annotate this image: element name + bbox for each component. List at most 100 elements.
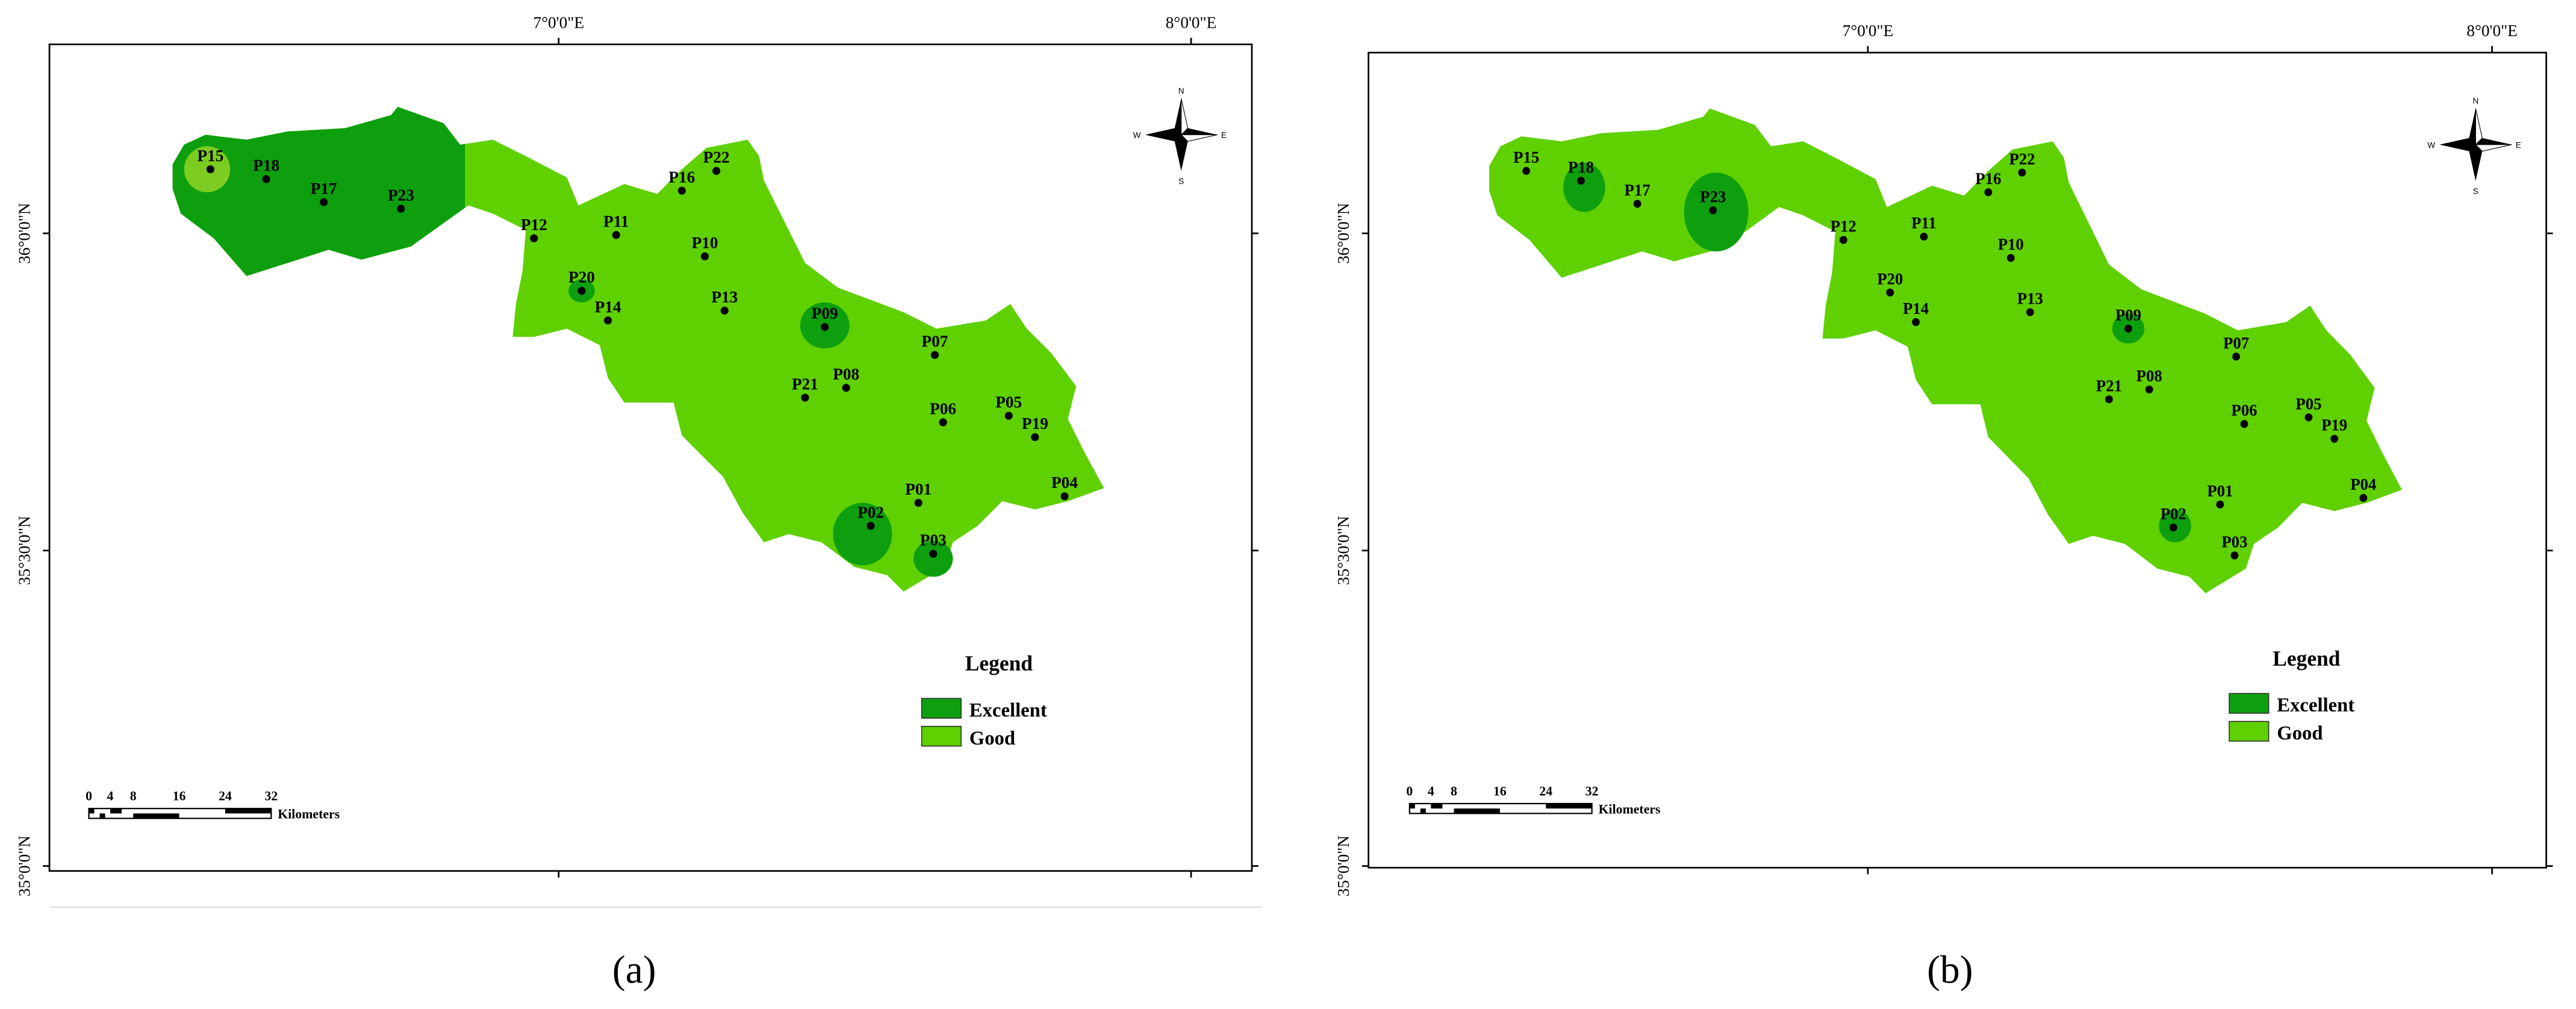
legend-swatch [2229, 720, 2270, 742]
point-label: P10 [1998, 235, 2024, 253]
sample-point [1633, 199, 1641, 208]
compass-label: E [1221, 131, 1227, 140]
point-label: P06 [2232, 401, 2257, 419]
latitude-label: 36°0'0"N [15, 202, 33, 263]
scale-seg [89, 808, 95, 814]
point-label: P13 [2017, 289, 2043, 307]
point-label: P09 [2115, 306, 2141, 324]
compass-star [2475, 144, 2512, 152]
point-label: P02 [857, 503, 884, 521]
sample-point [677, 186, 686, 195]
scale-label: 24 [1539, 784, 1552, 798]
point-label: P22 [703, 148, 730, 166]
scale-unit: Kilometers [278, 807, 340, 822]
point-label: P20 [1877, 270, 1903, 288]
sample-point [1839, 236, 1847, 244]
point-label: P07 [2223, 334, 2249, 352]
compass-label: W [2427, 141, 2435, 150]
scale-label: 4 [1428, 784, 1434, 798]
sample-point [842, 384, 850, 392]
sample-point [2169, 523, 2177, 532]
sample-point [2018, 168, 2026, 176]
point-label: P14 [595, 298, 621, 316]
sample-point [2330, 434, 2339, 443]
sample-point [2006, 254, 2015, 262]
sample-point [262, 175, 270, 183]
legend-swatch [921, 725, 962, 747]
north-arrow: N E S W [2427, 96, 2521, 196]
excellent-zone [833, 502, 892, 566]
scale-label: 24 [219, 789, 232, 804]
legend-title: Legend [2273, 646, 2341, 670]
compass-label: S [1178, 177, 1184, 186]
scale-seg [1409, 803, 1415, 809]
point-label: P05 [2295, 395, 2321, 413]
point-label: P22 [2009, 150, 2035, 168]
point-label: P21 [792, 375, 818, 393]
latitude-label: 35°30'0"N [1334, 516, 1352, 585]
latitude-label: 35°30'0"N [15, 516, 33, 585]
latitude-label: 35°0'0"N [15, 836, 33, 896]
excellent-zone [913, 540, 953, 577]
scale-label: 8 [1451, 784, 1457, 798]
scale-label: 4 [107, 789, 114, 804]
longitude-label: 8°0'0"E [2466, 22, 2518, 40]
latitude-label: 36°0'0"N [1334, 202, 1352, 263]
legend-item: Excellent [2277, 695, 2354, 716]
sample-point [577, 287, 586, 295]
sample-point [2216, 500, 2224, 509]
sample-point [720, 307, 729, 315]
sample-point [2105, 395, 2113, 404]
sample-point [1920, 233, 1928, 241]
sample-point [821, 323, 829, 331]
point-label: P20 [568, 268, 595, 286]
point-label: P21 [2096, 376, 2122, 395]
sample-point [930, 351, 939, 359]
scale-seg [225, 808, 272, 814]
scale-label: 32 [1585, 784, 1599, 798]
sample-point [2230, 551, 2239, 560]
point-label: P15 [197, 146, 223, 164]
sample-point [530, 234, 538, 243]
sample-point [1031, 433, 1039, 442]
point-label: P03 [2221, 533, 2247, 551]
compass-star [1181, 98, 1189, 136]
sample-point [1912, 318, 1920, 326]
sample-point [1984, 188, 1993, 196]
sample-point [1004, 411, 1013, 420]
point-label: P02 [2161, 505, 2186, 523]
point-label: P16 [668, 168, 695, 186]
point-label: P16 [1975, 169, 2001, 187]
sample-point [1577, 176, 1585, 185]
sample-point [604, 316, 612, 325]
point-label: P07 [922, 333, 948, 351]
sample-point [1522, 167, 1531, 175]
excellent-zone [172, 107, 465, 276]
point-label: P18 [1568, 158, 1594, 176]
point-label: P23 [388, 186, 414, 204]
point-label: P17 [311, 180, 337, 198]
point-label: P11 [603, 212, 629, 230]
sample-point [939, 418, 947, 426]
sample-point [1060, 492, 1069, 501]
compass-label: N [1178, 86, 1184, 95]
legend-item: Good [2277, 723, 2322, 745]
point-label: P06 [930, 399, 956, 417]
point-label: P14 [1903, 299, 1929, 317]
legend-title: Legend [965, 651, 1033, 675]
scale-label: 16 [173, 789, 186, 804]
point-label: P13 [711, 288, 738, 306]
scale-seg [1431, 803, 1443, 809]
north-arrow: N E S W [1133, 86, 1227, 186]
sample-point [2124, 325, 2132, 333]
sample-point [2240, 420, 2248, 428]
scale-label: 0 [86, 789, 92, 804]
point-label: P04 [1051, 473, 1078, 492]
point-label: P12 [1831, 217, 1856, 235]
scale-seg [133, 813, 179, 819]
point-label: P09 [812, 304, 838, 322]
scale-seg [110, 808, 122, 814]
legend-swatch [2229, 693, 2270, 714]
map-panel: 7°0'0"E 8°0'0"E 36°0'0"N 35°30'0"N 35°0'0"N P… [1334, 22, 2553, 992]
